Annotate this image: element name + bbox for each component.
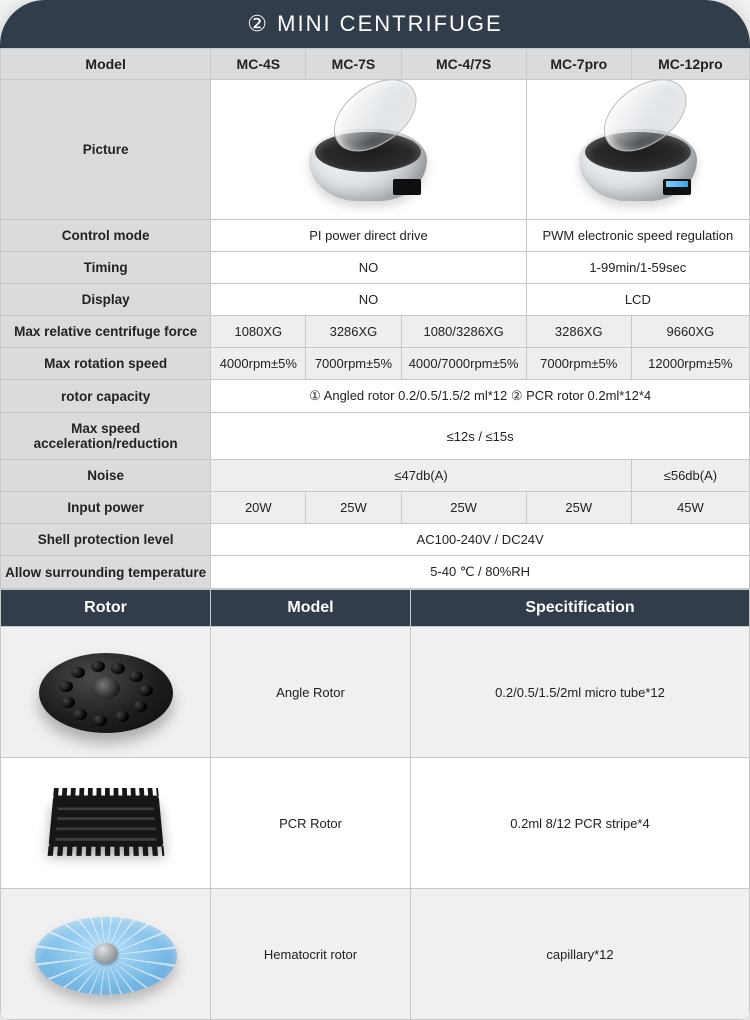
product-spec-card: ② MINI CENTRIFUGE Model MC-4S MC-7S MC-4… <box>0 0 750 1020</box>
cell: PWM electronic speed regulation <box>526 220 749 252</box>
cell: 4000rpm±5% <box>211 348 306 380</box>
rotor-row: PCR Rotor 0.2ml 8/12 PCR stripe*4 <box>1 758 750 889</box>
model-label: Model <box>1 49 211 80</box>
row-label: rotor capacity <box>1 380 211 413</box>
row-label: Max rotation speed <box>1 348 211 380</box>
cell: 20W <box>211 492 306 524</box>
row-label: Max relative centrifuge force <box>1 316 211 348</box>
temp-row: Allow surrounding temperature 5-40 ℃ / 8… <box>1 556 750 589</box>
timing-row: Timing NO 1-99min/1-59sec <box>1 252 750 284</box>
cell: 7000rpm±5% <box>526 348 631 380</box>
cell: 5-40 ℃ / 80%RH <box>211 556 750 589</box>
card-title: ② MINI CENTRIFUGE <box>0 0 750 48</box>
rotor-header-cell: Model <box>211 590 411 627</box>
cell: LCD <box>526 284 749 316</box>
cell: 45W <box>631 492 749 524</box>
row-label: Max speed acceleration/reduction <box>1 413 211 460</box>
rotor-row: Angle Rotor 0.2/0.5/1.5/2ml micro tube*1… <box>1 627 750 758</box>
hematocrit-rotor-icon <box>31 899 181 1009</box>
rotor-model: Angle Rotor <box>211 627 411 758</box>
cell: 1-99min/1-59sec <box>526 252 749 284</box>
cell: ≤56db(A) <box>631 460 749 492</box>
spec-table: Model MC-4S MC-7S MC-4/7S MC-7pro MC-12p… <box>0 48 750 589</box>
rotor-model: PCR Rotor <box>211 758 411 889</box>
cell: 7000rpm±5% <box>306 348 401 380</box>
row-label: Allow surrounding temperature <box>1 556 211 589</box>
force-row: Max relative centrifuge force 1080XG 328… <box>1 316 750 348</box>
cell: 12000rpm±5% <box>631 348 749 380</box>
cell: ≤47db(A) <box>211 460 632 492</box>
row-label: Display <box>1 284 211 316</box>
picture-cell-right <box>526 80 749 220</box>
cell: 25W <box>401 492 526 524</box>
centrifuge-icon <box>573 92 703 207</box>
rotor-row: Hematocrit rotor capillary*12 <box>1 889 750 1020</box>
cell: NO <box>211 284 526 316</box>
model-col: MC-4/7S <box>401 49 526 80</box>
cell: 25W <box>306 492 401 524</box>
cell: ≤12s / ≤15s <box>211 413 750 460</box>
shell-row: Shell protection level AC100-240V / DC24… <box>1 524 750 556</box>
power-row: Input power 20W 25W 25W 25W 45W <box>1 492 750 524</box>
rotor-header-row: Rotor Model Specitification <box>1 590 750 627</box>
cell: 4000/7000rpm±5% <box>401 348 526 380</box>
noise-row: Noise ≤47db(A) ≤56db(A) <box>1 460 750 492</box>
display-row: Display NO LCD <box>1 284 750 316</box>
accel-row: Max speed acceleration/reduction ≤12s / … <box>1 413 750 460</box>
cell: 25W <box>526 492 631 524</box>
cell: 9660XG <box>631 316 749 348</box>
cell: 1080XG <box>211 316 306 348</box>
row-label: Control mode <box>1 220 211 252</box>
centrifuge-icon <box>303 92 433 207</box>
cell: 3286XG <box>526 316 631 348</box>
speed-row: Max rotation speed 4000rpm±5% 7000rpm±5%… <box>1 348 750 380</box>
row-label: Input power <box>1 492 211 524</box>
rotor-spec: 0.2ml 8/12 PCR stripe*4 <box>411 758 750 889</box>
model-col: MC-7S <box>306 49 401 80</box>
cell: NO <box>211 252 526 284</box>
control-mode-row: Control mode PI power direct drive PWM e… <box>1 220 750 252</box>
angle-rotor-icon <box>31 637 181 747</box>
picture-cell-left <box>211 80 526 220</box>
rotor-header-cell: Rotor <box>1 590 211 627</box>
cell: PI power direct drive <box>211 220 526 252</box>
picture-row: Picture <box>1 80 750 220</box>
model-col: MC-4S <box>211 49 306 80</box>
rotor-image-cell <box>1 627 211 758</box>
rotor-header-cell: Specitification <box>411 590 750 627</box>
row-label: Shell protection level <box>1 524 211 556</box>
pcr-rotor-icon <box>31 768 181 878</box>
cell: 1080/3286XG <box>401 316 526 348</box>
row-label: Picture <box>1 80 211 220</box>
rotor-table: Rotor Model Specitification <box>0 589 750 1020</box>
model-col: MC-12pro <box>631 49 749 80</box>
rotor-spec: capillary*12 <box>411 889 750 1020</box>
capacity-row: rotor capacity ① Angled rotor 0.2/0.5/1.… <box>1 380 750 413</box>
model-header-row: Model MC-4S MC-7S MC-4/7S MC-7pro MC-12p… <box>1 49 750 80</box>
row-label: Noise <box>1 460 211 492</box>
rotor-image-cell <box>1 889 211 1020</box>
cell: 3286XG <box>306 316 401 348</box>
rotor-model: Hematocrit rotor <box>211 889 411 1020</box>
cell: AC100-240V / DC24V <box>211 524 750 556</box>
rotor-image-cell <box>1 758 211 889</box>
rotor-spec: 0.2/0.5/1.5/2ml micro tube*12 <box>411 627 750 758</box>
row-label: Timing <box>1 252 211 284</box>
model-col: MC-7pro <box>526 49 631 80</box>
cell: ① Angled rotor 0.2/0.5/1.5/2 ml*12 ② PCR… <box>211 380 750 413</box>
